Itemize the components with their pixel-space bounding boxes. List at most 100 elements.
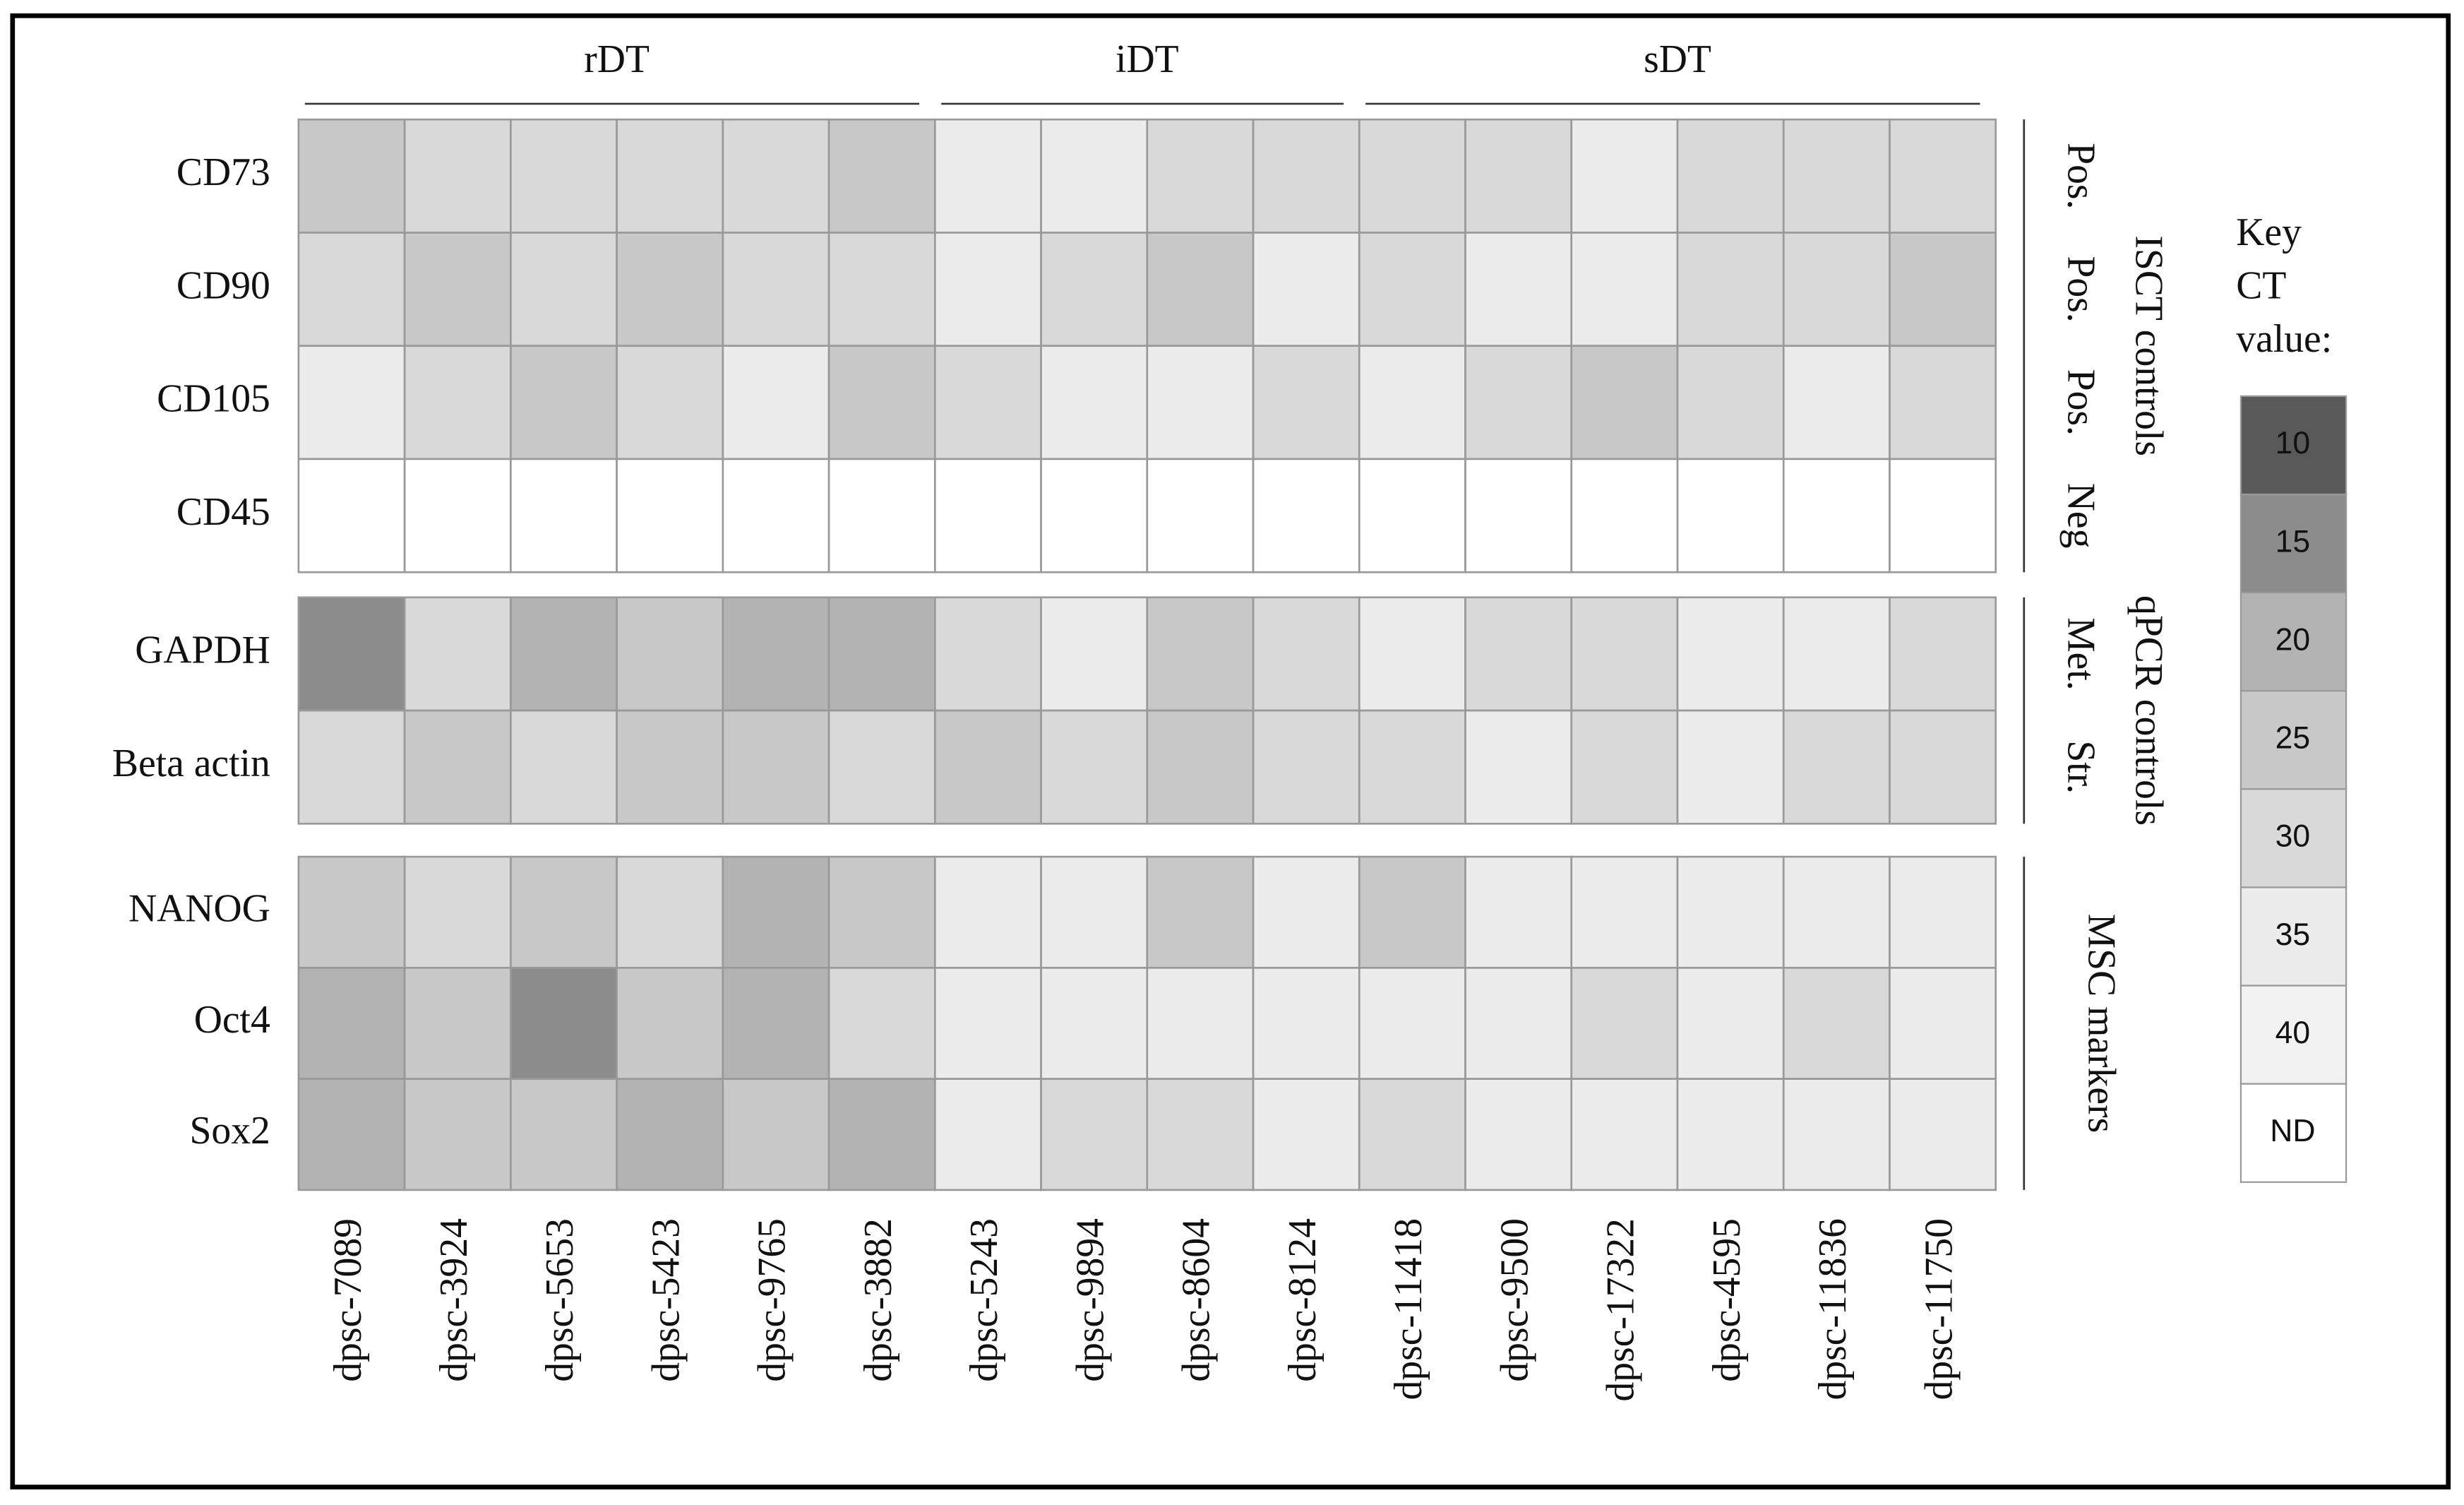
x-tick-label: dpsc-5243 [962,1218,1006,1382]
heat-cell [510,345,618,460]
heat-cell [1464,1078,1573,1191]
heat-cell [616,855,724,969]
heat-cell [297,345,406,460]
x-tick-label: dpsc-3882 [856,1218,900,1382]
heat-cell [1782,596,1891,712]
heat-cell [1889,855,1997,969]
row-sublabel: Pos. [2059,369,2103,436]
heat-cell [510,855,618,969]
heat-cell [1252,1078,1360,1191]
heat-cell [933,709,1042,825]
heat-cell [1676,345,1785,460]
row-label: CD73 [177,150,270,194]
heat-cell [510,232,618,347]
frame [10,13,2451,1489]
x-tick-label: dpsc-11418 [1387,1218,1430,1400]
heat-cell [1040,232,1149,347]
legend-label: 20 [2275,622,2311,657]
heat-cell [616,458,724,573]
heat-cell [1146,709,1255,825]
heat-cell [1040,596,1149,712]
heat-cell [1889,596,1997,712]
heat-cell [827,967,936,1080]
heat-cell [1889,709,1997,825]
legend-swatch [2239,1083,2348,1183]
heat-cell [510,709,618,825]
x-tick-label: dpsc-7089 [326,1218,370,1382]
heat-cell [722,232,830,347]
heat-cell [1676,458,1785,573]
heat-cell [1252,458,1360,573]
heat-cell [297,458,406,573]
x-tick-label: dpsc-9765 [750,1218,794,1382]
heat-cell [1358,458,1466,573]
heat-cell [1358,967,1466,1080]
heat-cell [1146,1078,1255,1191]
heat-cell [616,345,724,460]
heat-cell [1676,855,1785,969]
row-group-label: ISCT controls [2127,235,2170,456]
x-tick-label: dpsc-8604 [1175,1218,1219,1382]
row-group-label: MSC markers [2080,914,2124,1134]
heat-cell [510,458,618,573]
heat-cell [1570,345,1679,460]
heat-cell [722,967,830,1080]
heat-cell [1146,345,1255,460]
column-group-label: rDT [584,37,650,81]
heat-cell [403,967,512,1080]
legend-swatch [2239,493,2348,594]
heat-cell [297,596,406,712]
heat-cell [297,118,406,234]
x-tick-label: dpsc-5653 [538,1218,582,1382]
heat-cell [933,232,1042,347]
heat-cell [1146,596,1255,712]
heat-cell [1358,709,1466,825]
heat-cell [827,118,936,234]
heat-cell [510,1078,618,1191]
legend-label: 35 [2275,917,2311,952]
heat-cell [827,458,936,573]
heat-cell [1782,1078,1891,1191]
row-label: CD105 [157,377,270,421]
heat-cell [1676,232,1785,347]
row-sublabel: Pos. [2059,256,2103,322]
heat-cell [297,1078,406,1191]
heat-cell [1358,345,1466,460]
heat-cell [1570,1078,1679,1191]
heat-cell [1889,458,1997,573]
heat-cell [1040,709,1149,825]
row-label: CD90 [177,263,270,307]
legend-title: Key CT value: [2236,210,2332,361]
heat-cell [1676,596,1785,712]
heat-cell [1464,345,1573,460]
heat-cell [1889,1078,1997,1191]
heat-cell [1252,118,1360,234]
heat-cell [1146,458,1255,573]
heat-cell [827,709,936,825]
x-tick-label: dpsc-8124 [1281,1218,1324,1382]
heat-cell [1040,855,1149,969]
heat-cell [1570,458,1679,573]
heat-cell [1252,855,1360,969]
heat-cell [1464,967,1573,1080]
heat-cell [1782,458,1891,573]
heat-cell [297,232,406,347]
legend-label: 10 [2275,426,2311,460]
legend-label: ND [2270,1114,2315,1148]
heat-cell [1464,118,1573,234]
heat-cell [297,967,406,1080]
heat-cell [1040,1078,1149,1191]
heat-cell [827,345,936,460]
heat-cell [933,1078,1042,1191]
heat-cell [297,855,406,969]
heat-cell [1570,596,1679,712]
heat-cell [722,345,830,460]
heat-cell [403,1078,512,1191]
x-tick-label: dpsc-9894 [1068,1218,1112,1382]
row-sublabel: Pos. [2059,143,2103,209]
heat-cell [1464,709,1573,825]
heat-cell [1782,345,1891,460]
heat-cell [1889,967,1997,1080]
